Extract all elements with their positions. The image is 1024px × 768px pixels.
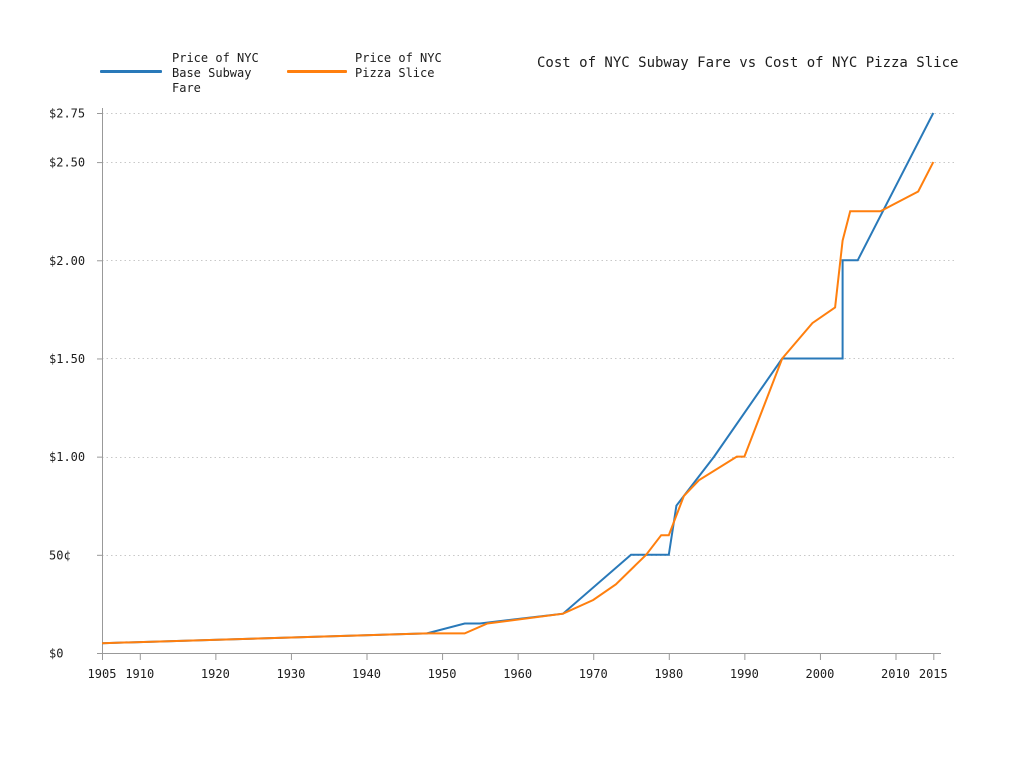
x-tick-label: 1905	[88, 667, 117, 681]
pizza-line-swatch	[287, 70, 347, 73]
x-tick-label: 2000	[805, 667, 834, 681]
legend-label-line: Fare	[172, 81, 201, 95]
y-tick-label: 50¢	[49, 548, 71, 562]
x-tick-label: 2015	[919, 667, 948, 681]
y-tick-label: $2.75	[49, 107, 85, 121]
pizza-slice-line	[101, 161, 935, 645]
legend-label-line: Price of NYC	[355, 51, 442, 65]
legend-label-pizza: Price of NYC Pizza Slice	[355, 51, 442, 81]
chart-title: Cost of NYC Subway Fare vs Cost of NYC P…	[537, 55, 959, 71]
x-tick-label: 1980	[654, 667, 683, 681]
x-tick-label: 1930	[276, 667, 305, 681]
x-tick-label: 1960	[503, 667, 532, 681]
x-tick-label: 1910	[125, 667, 154, 681]
x-tick-label: 1950	[428, 667, 457, 681]
legend-label-line: Base Subway	[172, 66, 252, 80]
x-tick-label: 1940	[352, 667, 381, 681]
y-tick-label: $2.50	[49, 156, 85, 170]
x-tick-label: 1920	[201, 667, 230, 681]
x-tick-label: 2010	[881, 667, 910, 681]
y-tick-label: $0	[49, 647, 63, 661]
x-tick-label: 1990	[730, 667, 759, 681]
legend-label-line: Pizza Slice	[355, 66, 435, 80]
legend-label-line: Price of NYC	[172, 51, 259, 65]
y-tick-label: $1.50	[49, 352, 85, 366]
x-tick-label: 1970	[579, 667, 608, 681]
subway-fare-line	[101, 112, 935, 645]
legend-label-subway: Price of NYC Base Subway Fare	[172, 51, 259, 96]
subway-line-swatch	[100, 70, 162, 73]
y-tick-label: $2.00	[49, 254, 85, 268]
y-tick-label: $1.00	[49, 450, 85, 464]
